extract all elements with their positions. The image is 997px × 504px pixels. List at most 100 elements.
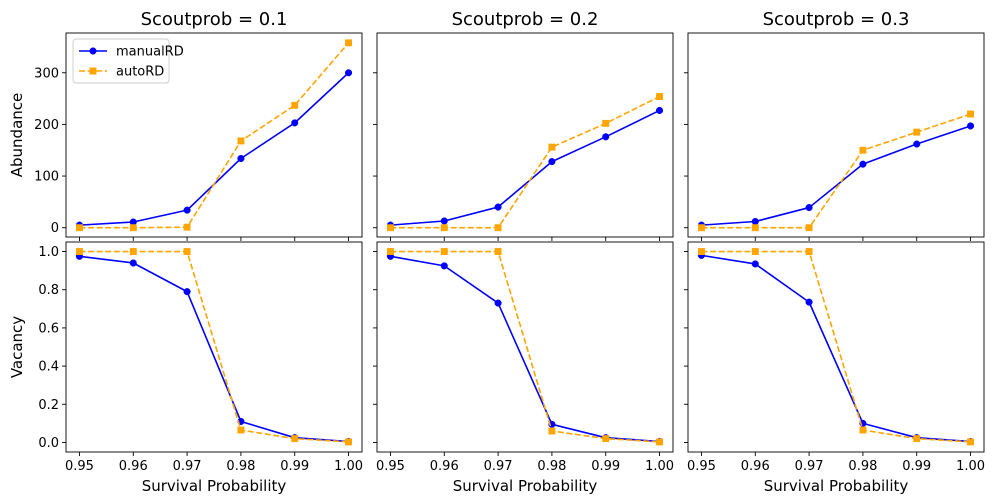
data-point-manualRD (440, 262, 448, 270)
panel-r0-c0: 0 100 200 300 (34, 32, 363, 241)
x-tick-label: 0.99 (280, 459, 309, 474)
data-point-manualRD (751, 260, 759, 268)
series-autoRD (698, 248, 974, 446)
x-tick-label: 0.95 (376, 459, 405, 474)
x-tick-label: 0.97 (795, 459, 824, 474)
y-tick-label: 0.4 (38, 360, 59, 375)
x-tick-label: 0.99 (591, 459, 620, 474)
y-tick-label: 0 (51, 221, 59, 236)
data-point-manualRD (805, 298, 813, 306)
data-point-manualRD (655, 106, 664, 115)
x-tick-label: 0.96 (119, 459, 148, 474)
series-manualRD (75, 252, 353, 446)
data-point-manualRD (183, 288, 191, 296)
data-point-autoRD (751, 248, 759, 255)
y-tick-label: 1.0 (38, 245, 59, 260)
y-tick-label: 0.0 (38, 436, 59, 451)
legend-frame (72, 38, 170, 84)
axes-frame (687, 241, 985, 453)
x-tick-label: 0.95 (687, 459, 716, 474)
data-point-autoRD (183, 248, 191, 255)
y-axis-label: Vacancy (8, 316, 26, 378)
data-point-manualRD (344, 69, 353, 77)
data-point-manualRD (494, 203, 502, 211)
series-autoRD (76, 248, 352, 446)
data-point-autoRD (345, 39, 352, 47)
series-line-autoRD (701, 113, 971, 229)
y-tick-label: 100 (34, 170, 59, 185)
data-point-manualRD (291, 119, 299, 127)
data-point-autoRD (548, 143, 556, 151)
data-point-manualRD (548, 158, 556, 166)
data-point-autoRD (967, 438, 974, 446)
axes-frame (65, 241, 363, 453)
data-point-autoRD (698, 224, 705, 232)
data-point-autoRD (237, 137, 245, 145)
panel-r1-c2: 0.95 0.96 0.97 0.98 0.99 1.00 (684, 241, 985, 474)
data-point-manualRD (859, 160, 867, 168)
y-axis-label: Abundance (8, 93, 26, 178)
data-point-autoRD (967, 110, 974, 118)
panel-title: Scoutprob = 0.2 (452, 9, 599, 30)
data-point-autoRD (494, 224, 502, 232)
data-point-autoRD (602, 119, 610, 127)
x-tick-label: 0.98 (537, 459, 566, 474)
data-point-autoRD (387, 248, 394, 255)
x-tick-label: 0.97 (173, 459, 202, 474)
x-axis-label: Survival Probability (764, 477, 909, 495)
data-point-autoRD (656, 93, 663, 100)
series-autoRD (698, 110, 974, 232)
x-tick-label: 0.96 (430, 459, 459, 474)
data-point-autoRD (345, 438, 352, 446)
data-point-autoRD (859, 146, 867, 154)
data-point-autoRD (859, 426, 867, 434)
series-line-manualRD (79, 72, 350, 226)
data-point-autoRD (387, 224, 394, 232)
data-point-autoRD (440, 248, 448, 255)
series-line-manualRD (390, 255, 660, 443)
panel-title: Scoutprob = 0.1 (141, 9, 288, 30)
data-point-manualRD (913, 140, 921, 148)
legend-label-manualRD: manualRD (116, 45, 184, 60)
x-tick-label: 1.00 (956, 459, 985, 474)
data-point-autoRD (805, 224, 813, 232)
y-tick-label: 0.6 (38, 321, 59, 336)
panel-r1-c0: 0.95 0.96 0.97 0.98 0.99 1.00 0.0 0.2 0.4 0.6 0.8 1… (38, 241, 363, 474)
axes-frame (376, 32, 674, 238)
legend-marker-autoRD (89, 67, 97, 75)
x-axis-label: Survival Probability (453, 477, 598, 495)
data-point-manualRD (805, 204, 813, 212)
data-point-autoRD (602, 435, 610, 443)
data-point-manualRD (494, 299, 502, 307)
series-line-autoRD (701, 250, 971, 443)
data-point-autoRD (76, 224, 83, 232)
x-tick-label: 0.98 (226, 459, 255, 474)
x-axis-label: Survival Probability (142, 477, 287, 495)
data-point-autoRD (913, 435, 921, 443)
data-point-autoRD (656, 438, 663, 446)
data-point-manualRD (183, 206, 191, 214)
y-tick-label: 200 (34, 118, 59, 133)
series-manualRD (697, 122, 975, 229)
data-point-autoRD (291, 101, 299, 109)
axes-frame (376, 241, 674, 453)
data-point-manualRD (751, 217, 759, 226)
series-line-manualRD (701, 254, 971, 443)
data-point-autoRD (129, 248, 137, 255)
data-point-autoRD (129, 224, 137, 232)
data-point-autoRD (751, 224, 759, 232)
axes-frame (65, 32, 363, 238)
series-autoRD (76, 39, 352, 232)
panel-r1-c1: 0.95 0.96 0.97 0.98 0.99 1.00 (373, 241, 674, 474)
series-manualRD (75, 69, 353, 229)
series-manualRD (386, 106, 664, 229)
panel-r0-c1 (373, 32, 674, 241)
series-manualRD (386, 252, 664, 446)
data-point-autoRD (698, 248, 705, 255)
y-tick-label: 0.2 (38, 398, 59, 413)
data-point-manualRD (440, 217, 448, 225)
legend: manualRD autoRD (72, 38, 184, 84)
x-tick-label: 0.99 (902, 459, 931, 474)
data-point-autoRD (805, 248, 813, 255)
